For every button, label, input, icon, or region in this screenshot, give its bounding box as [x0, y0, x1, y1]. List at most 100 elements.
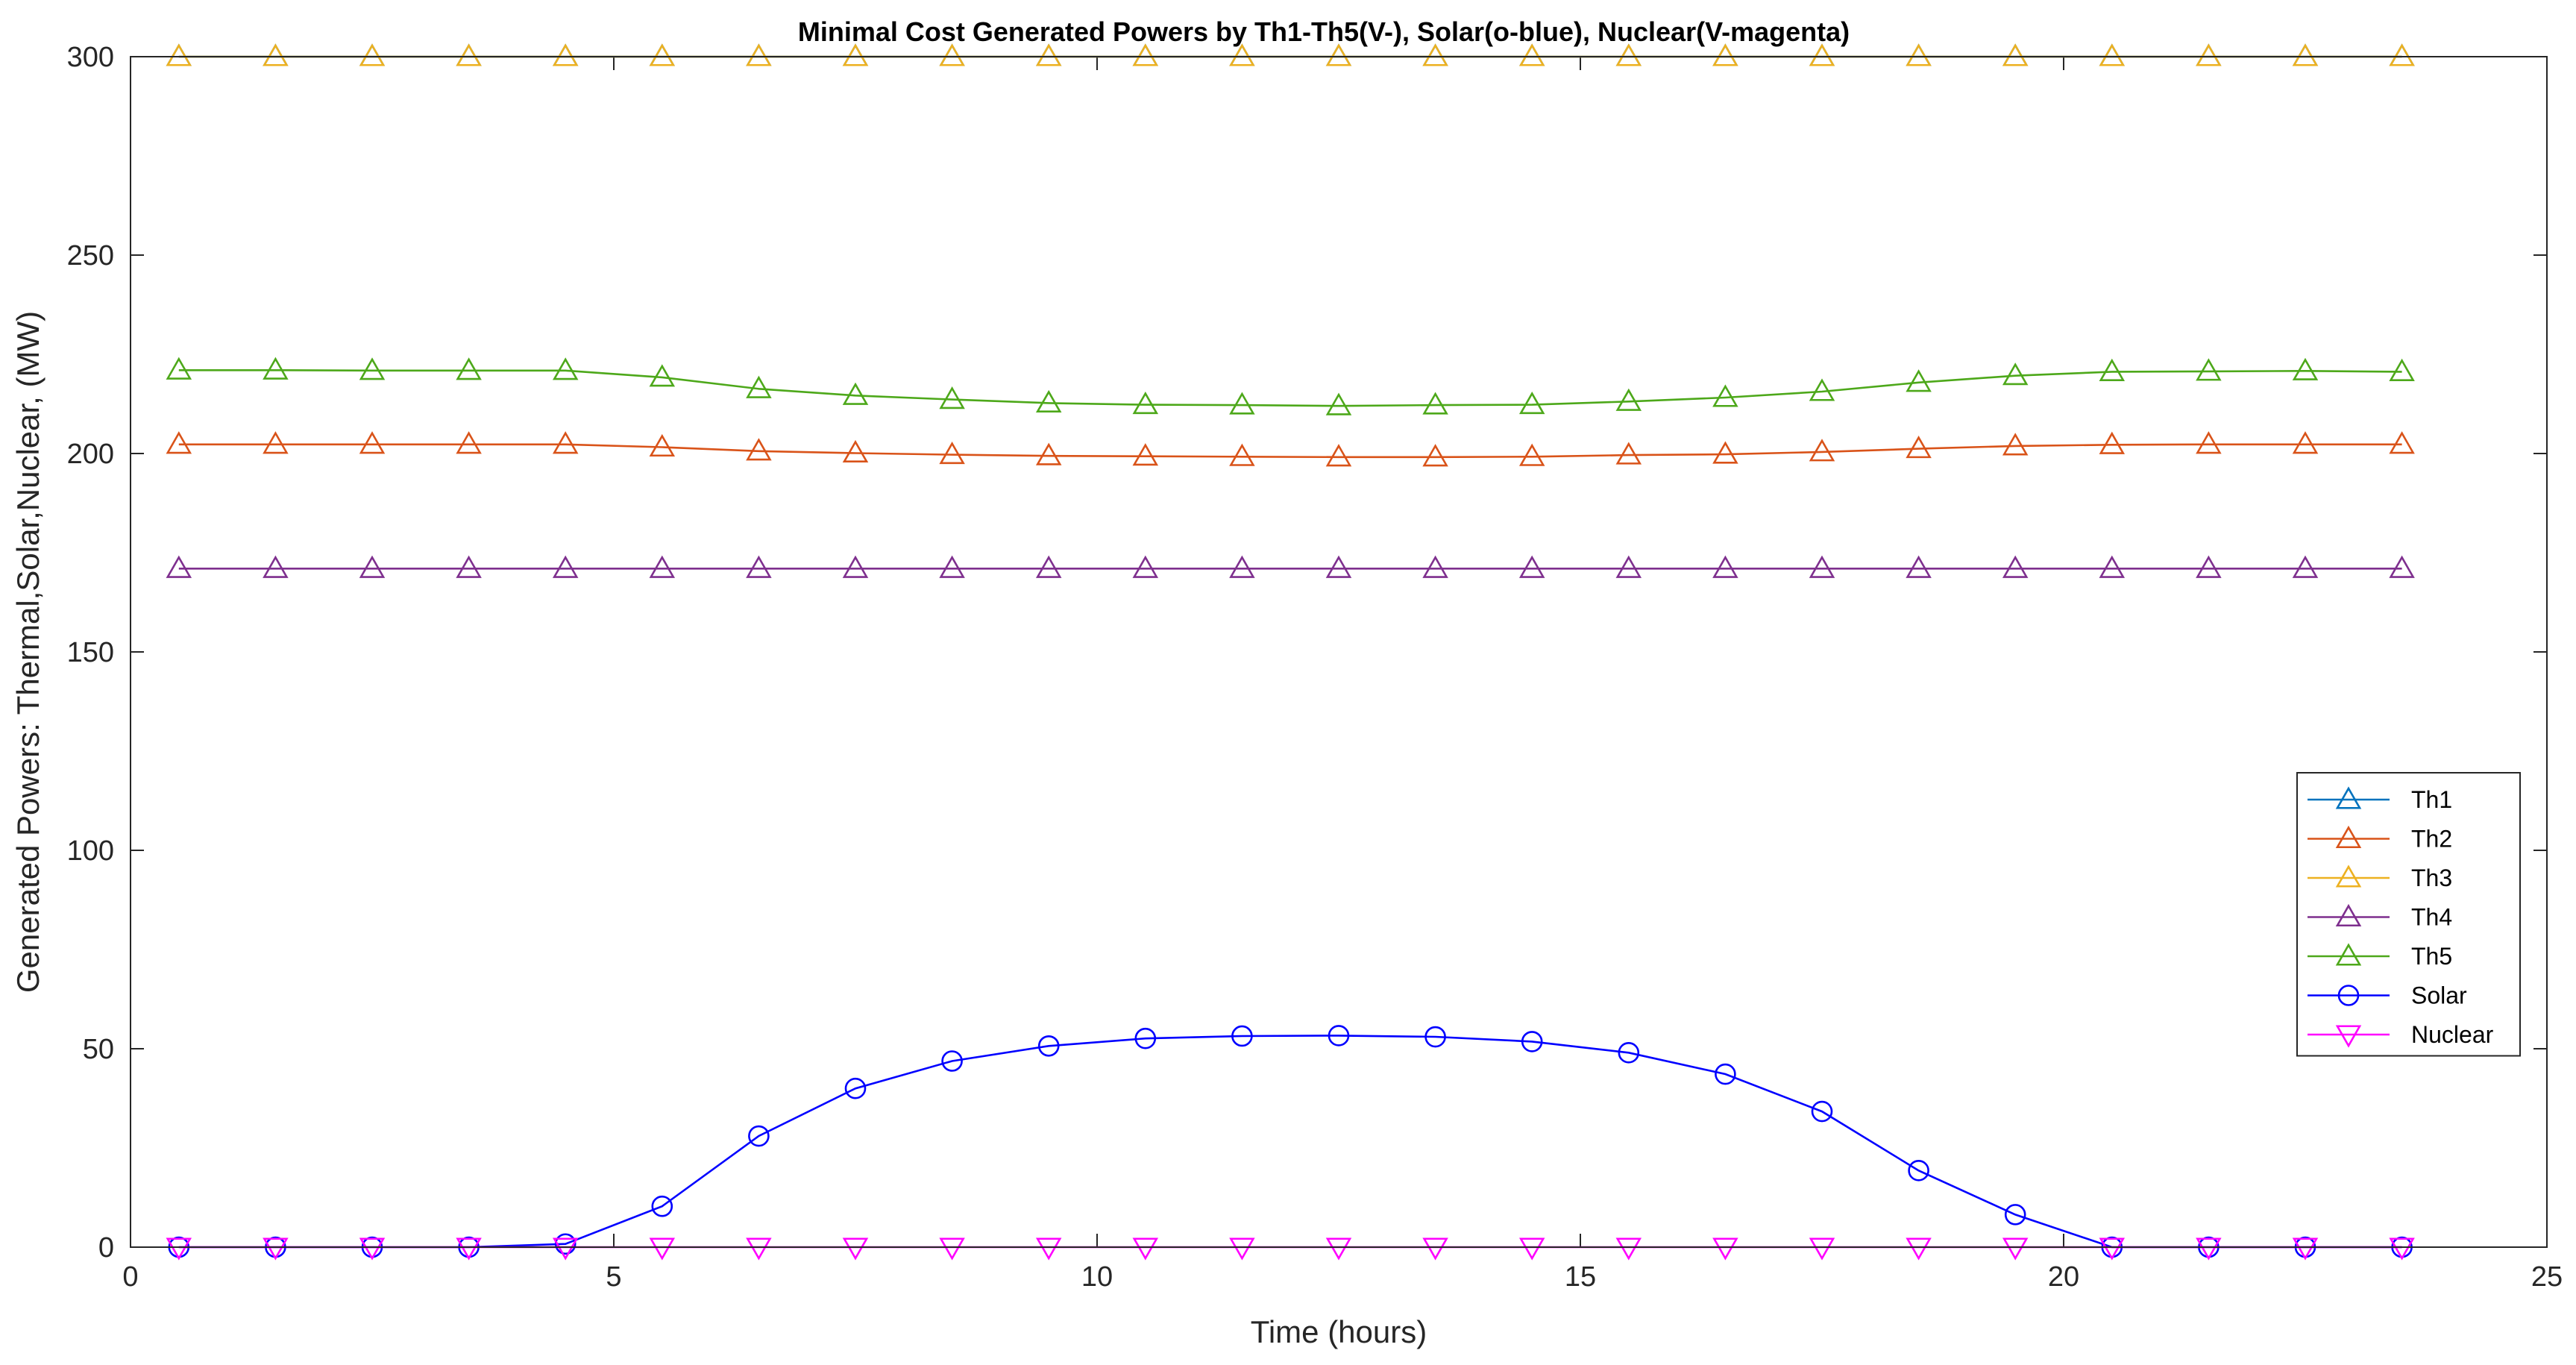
legend-box	[2296, 772, 2521, 1057]
data-point-nuclear	[1422, 1237, 1448, 1261]
data-point-th4	[1422, 555, 1448, 578]
data-point-nuclear	[1615, 1237, 1642, 1261]
data-point-nuclear	[1712, 1237, 1738, 1261]
legend-entry-solar: Solar	[2308, 982, 2467, 1009]
data-point-th2	[1422, 444, 1448, 467]
data-point-nuclear	[2292, 1237, 2319, 1261]
legend-swatch-marker	[2335, 865, 2362, 888]
data-point-th3	[2292, 43, 2319, 66]
data-point-th2	[1035, 442, 1062, 465]
y-tick-label: 150	[67, 637, 114, 668]
data-point-th4	[456, 555, 482, 578]
data-point-th4	[1906, 555, 1932, 578]
data-point-th5	[1132, 391, 1159, 415]
legend-label: Solar	[2411, 982, 2467, 1009]
data-point-th2	[2389, 431, 2415, 454]
data-point-th3	[166, 43, 192, 66]
data-point-th3	[842, 43, 869, 66]
data-point-th3	[649, 43, 676, 66]
data-point-th5	[456, 357, 482, 380]
data-point-th4	[359, 555, 386, 578]
data-point-nuclear	[1035, 1237, 1062, 1261]
y-tick-label: 300	[67, 42, 114, 73]
data-point-th2	[2099, 431, 2126, 454]
x-tick-label: 15	[1565, 1261, 1596, 1293]
y-tick-label: 250	[67, 240, 114, 272]
data-point-nuclear	[263, 1237, 289, 1261]
series-th5	[166, 357, 2415, 415]
data-point-nuclear	[1809, 1237, 1835, 1261]
legend-entry-th1: Th1	[2308, 786, 2452, 813]
data-point-th4	[1325, 555, 1352, 578]
data-point-th5	[2389, 358, 2415, 381]
legend-swatch-marker	[2335, 825, 2362, 849]
data-point-th3	[263, 43, 289, 66]
data-point-th5	[1229, 392, 1255, 415]
y-tick-label: 0	[98, 1232, 114, 1264]
data-point-th5	[1906, 369, 1932, 392]
data-point-th3	[1809, 43, 1835, 66]
data-point-th2	[2196, 431, 2222, 454]
data-point-th4	[1035, 555, 1062, 578]
legend: Th1 Th2 Th3 Th4 Th5 Solar Nuclear	[2296, 772, 2521, 1057]
data-point-th4	[1712, 555, 1738, 578]
data-point-th2	[359, 431, 386, 454]
data-point-th4	[2389, 555, 2415, 578]
data-point-th4	[1132, 555, 1159, 578]
data-point-th4	[2292, 555, 2319, 578]
data-point-th3	[1712, 43, 1738, 66]
data-point-th3	[1906, 43, 1932, 66]
data-point-th5	[842, 382, 869, 405]
data-point-th3	[939, 43, 965, 66]
data-point-th5	[1518, 391, 1545, 415]
x-tick-label: 25	[2531, 1261, 2563, 1293]
data-point-nuclear	[649, 1237, 676, 1261]
data-point-th2	[1615, 442, 1642, 465]
data-point-nuclear	[939, 1237, 965, 1261]
legend-label: Th5	[2411, 943, 2452, 970]
data-point-th5	[1615, 388, 1642, 411]
data-point-nuclear	[842, 1237, 869, 1261]
data-point-th2	[1518, 443, 1545, 466]
data-point-nuclear	[2389, 1237, 2415, 1261]
plot-area-frame	[130, 56, 2548, 1248]
legend-swatch-marker	[2335, 903, 2362, 927]
data-point-nuclear	[359, 1237, 386, 1261]
series-line-solar	[178, 1035, 2402, 1249]
data-point-th2	[1229, 443, 1255, 466]
data-point-th2	[649, 433, 676, 457]
data-point-th4	[1229, 555, 1255, 578]
data-point-nuclear	[552, 1237, 579, 1261]
data-point-solar	[1715, 1063, 1736, 1085]
legend-entry-th5: Th5	[2308, 943, 2452, 970]
data-point-solar	[651, 1195, 673, 1217]
data-point-th2	[1712, 441, 1738, 464]
series-line-th2	[178, 443, 2402, 459]
data-point-solar	[1811, 1100, 1833, 1123]
data-point-th5	[1809, 378, 1835, 401]
data-point-nuclear	[1325, 1237, 1352, 1261]
data-point-th3	[456, 43, 482, 66]
series-th4	[166, 555, 2415, 578]
data-point-th4	[1809, 555, 1835, 578]
data-point-th5	[649, 364, 676, 387]
data-point-th3	[1615, 43, 1642, 66]
data-point-th3	[1035, 43, 1062, 66]
data-point-solar	[1134, 1027, 1157, 1049]
legend-entry-nuclear: Nuclear	[2308, 1021, 2494, 1048]
data-point-th3	[1325, 43, 1352, 66]
data-point-solar	[2004, 1204, 2026, 1226]
data-point-th2	[842, 439, 869, 463]
data-point-th2	[746, 438, 772, 461]
data-point-th2	[2292, 431, 2319, 454]
data-point-th3	[1132, 43, 1159, 66]
data-point-th4	[552, 555, 579, 578]
legend-swatch-marker	[2335, 786, 2362, 809]
data-point-nuclear	[746, 1237, 772, 1261]
legend-label: Th3	[2411, 865, 2452, 891]
data-point-th5	[746, 375, 772, 398]
data-point-th4	[1615, 555, 1642, 578]
data-point-th5	[2196, 358, 2222, 381]
